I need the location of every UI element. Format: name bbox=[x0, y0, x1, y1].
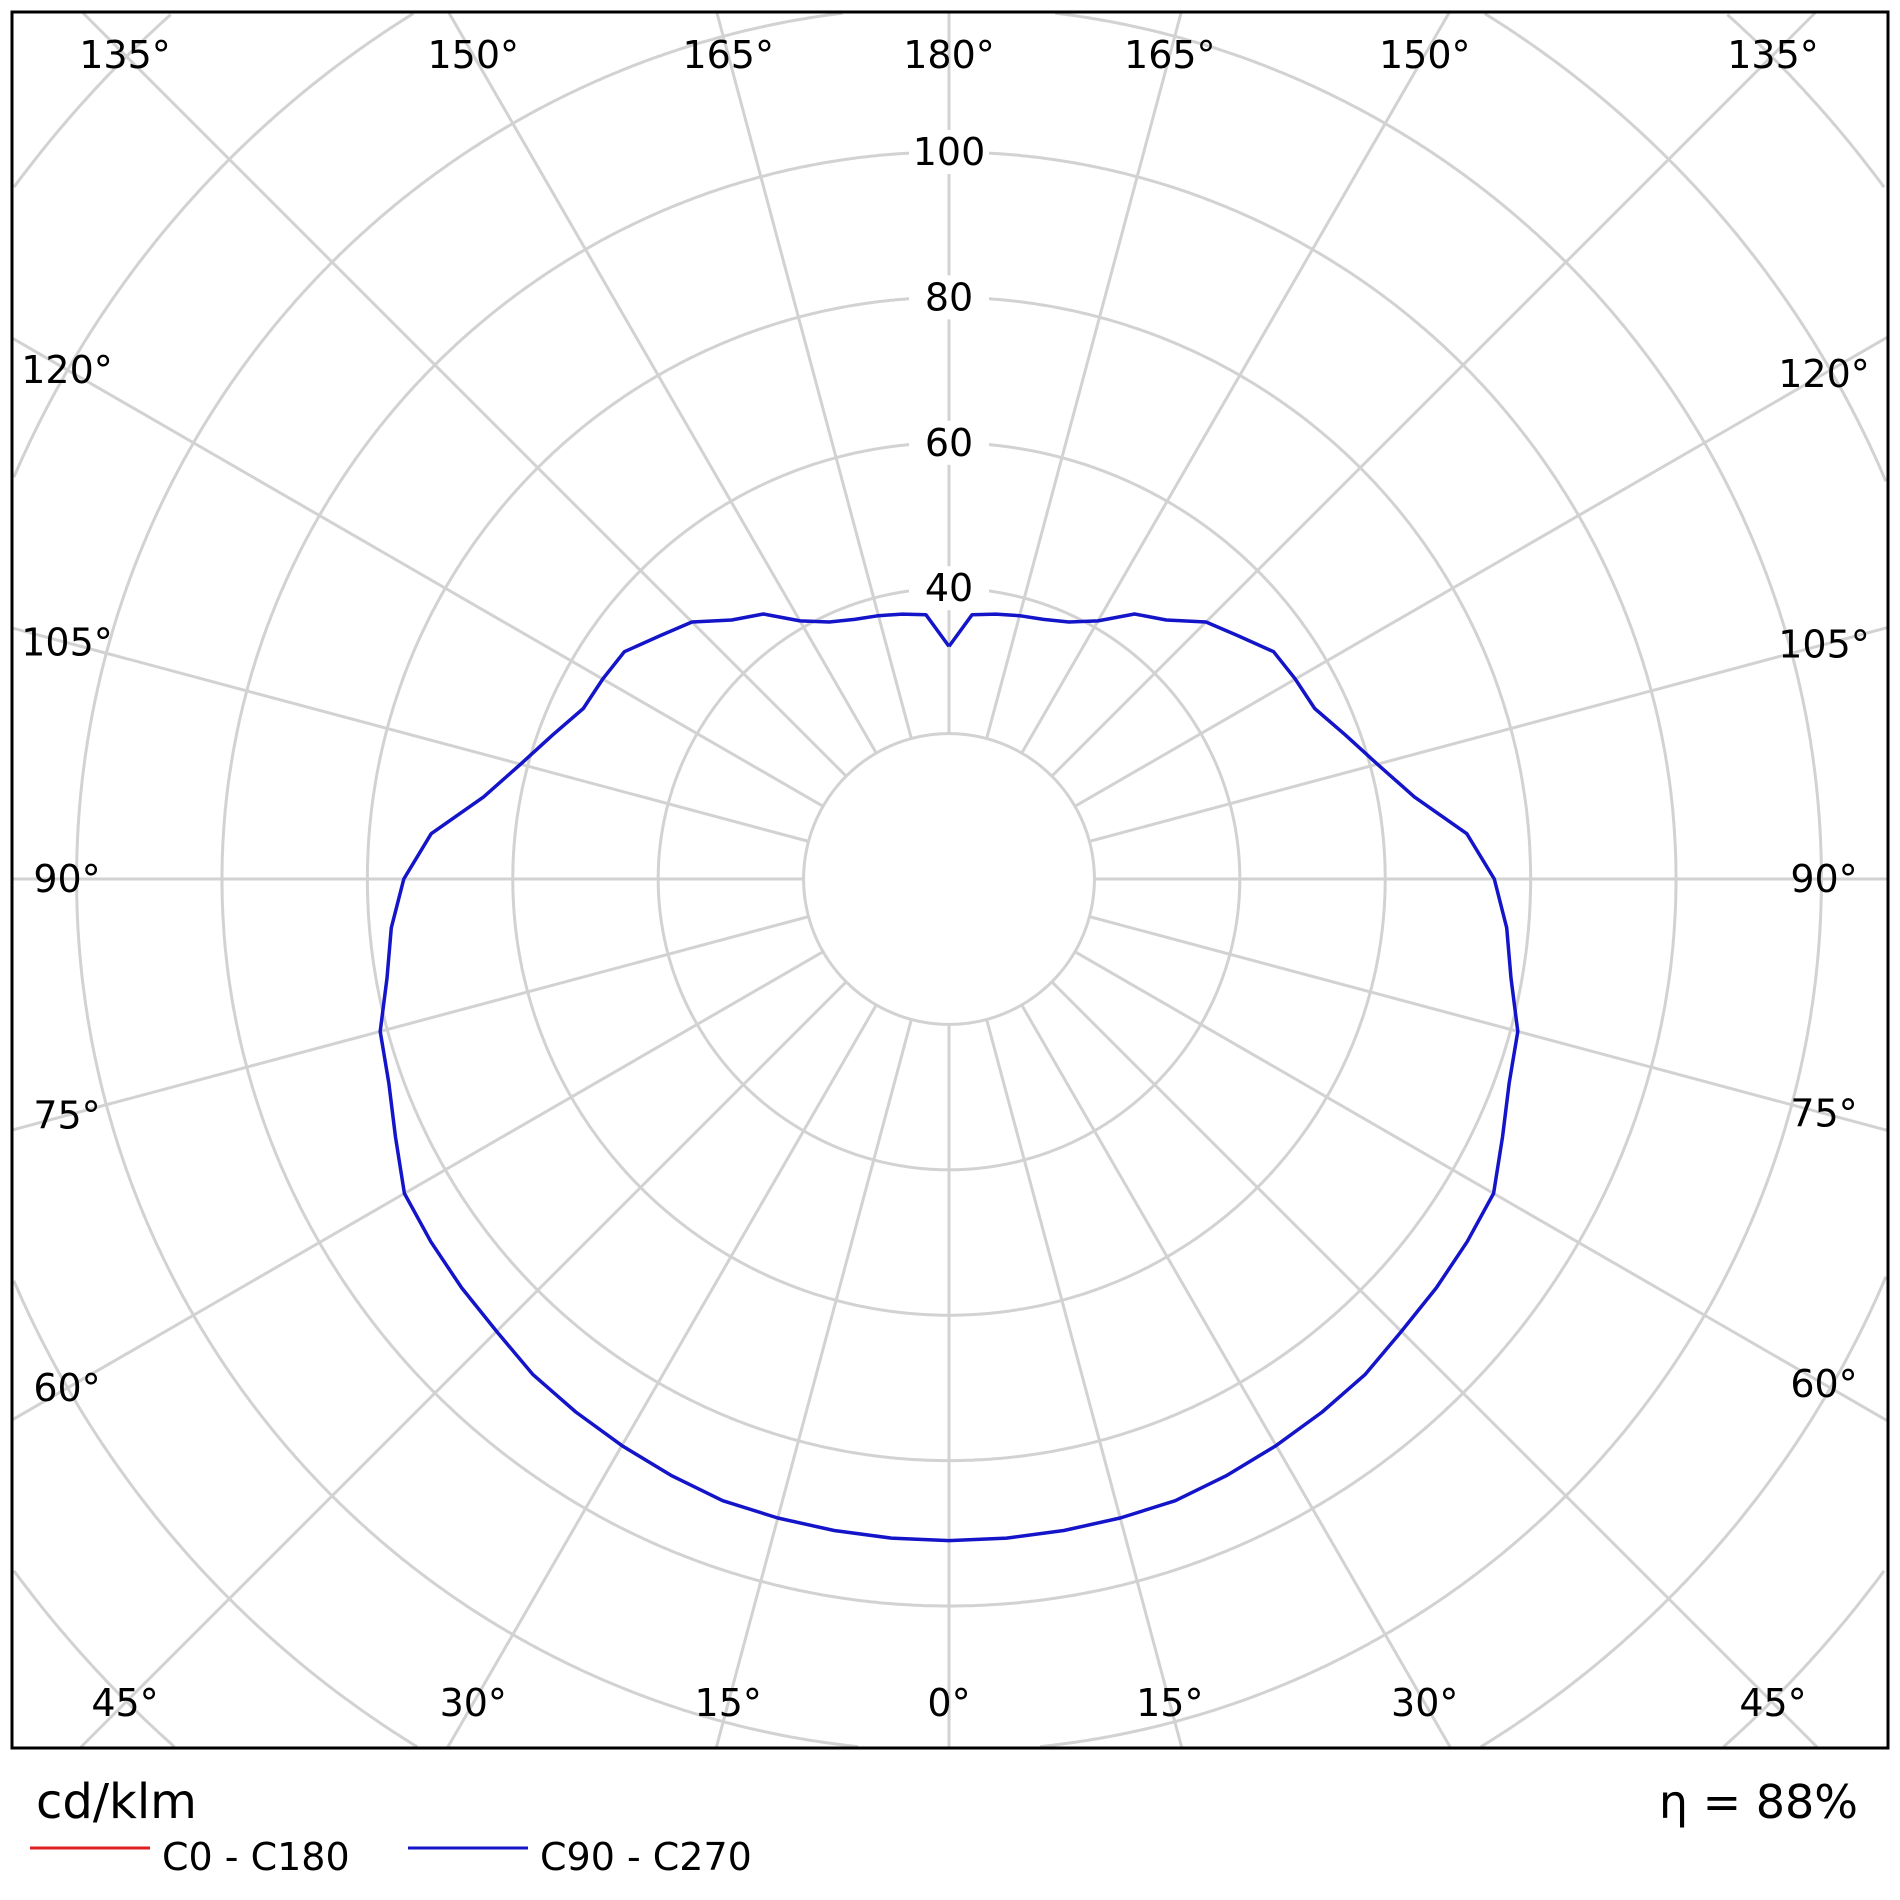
angle-tick-label: 135° bbox=[1727, 33, 1819, 77]
grid-circle bbox=[802, 732, 1096, 1026]
grid-ray bbox=[1020, 1004, 1452, 1748]
angle-tick-label: 15° bbox=[695, 1681, 762, 1725]
grid-ray bbox=[985, 1019, 1184, 1748]
angle-tick-label: 165° bbox=[682, 33, 774, 77]
grid-ray bbox=[1074, 950, 1888, 1422]
series-line-1 bbox=[378, 612, 1520, 1543]
grid-ray bbox=[79, 980, 848, 1749]
grid-ray bbox=[985, 12, 1183, 739]
angle-tick-label: 30° bbox=[440, 1681, 507, 1725]
radial-label-bg bbox=[909, 130, 989, 174]
radial-tick-label: 60 bbox=[925, 421, 973, 465]
grid-circle bbox=[75, 11, 1823, 1749]
angle-tick-label: 0° bbox=[927, 1681, 970, 1725]
grid-ray bbox=[447, 12, 878, 754]
angle-tick-label: 120° bbox=[21, 348, 113, 392]
curves bbox=[378, 612, 1520, 1543]
angle-tick-label: 120° bbox=[1778, 352, 1870, 396]
angle-tick-label: 45° bbox=[1739, 1681, 1806, 1725]
angle-tick-label: 150° bbox=[1379, 33, 1471, 77]
angle-tick-label: 75° bbox=[33, 1093, 100, 1137]
grid-ray bbox=[12, 915, 809, 1132]
radial-tick-label: 80 bbox=[925, 275, 973, 319]
grid-ray bbox=[1020, 12, 1451, 754]
angle-tick-label: 75° bbox=[1790, 1091, 1857, 1135]
grid-ray bbox=[446, 1004, 878, 1748]
plot-frame bbox=[10, 10, 1890, 1750]
grid-ray bbox=[81, 11, 848, 778]
radial-tick-labels: 40 60 80 100 bbox=[909, 130, 989, 611]
angle-tick-label: 60° bbox=[33, 1366, 100, 1410]
angle-tick-label: 150° bbox=[427, 33, 519, 77]
grid-circle bbox=[12, 12, 1888, 1749]
unit-label: cd/klm bbox=[36, 1774, 197, 1830]
grid-ray bbox=[1050, 11, 1817, 778]
grid-ray bbox=[12, 337, 824, 808]
radial-tick-label: 100 bbox=[913, 130, 986, 174]
legend: C0 - C180 C90 - C270 bbox=[30, 1835, 752, 1879]
angle-tick-label: 15° bbox=[1136, 1681, 1203, 1725]
grid-circle bbox=[12, 13, 1886, 1748]
angle-tick-label: 30° bbox=[1391, 1681, 1458, 1725]
grid-ray bbox=[1089, 915, 1888, 1132]
legend-label-c90-c270: C90 - C270 bbox=[540, 1835, 752, 1879]
polar-grid bbox=[12, 11, 1888, 1749]
radial-label-bg bbox=[909, 275, 989, 320]
legend-label-c0-c180: C0 - C180 bbox=[162, 1835, 350, 1879]
angle-tick-label: 60° bbox=[1790, 1362, 1857, 1406]
angle-tick-label: 180° bbox=[903, 33, 995, 77]
angle-tick-label: 105° bbox=[21, 621, 113, 665]
grid-ray bbox=[715, 12, 913, 739]
radial-label-bg bbox=[909, 420, 989, 465]
angle-tick-label: 165° bbox=[1124, 33, 1216, 77]
angle-tick-label: 90° bbox=[1790, 857, 1857, 901]
angle-tick-label: 90° bbox=[33, 857, 100, 901]
grid-ray bbox=[714, 1019, 913, 1748]
grid-ray bbox=[1074, 336, 1888, 808]
grid-ray bbox=[1050, 980, 1819, 1749]
angle-tick-label: 135° bbox=[79, 33, 171, 77]
grid-ray bbox=[1089, 626, 1888, 843]
efficiency-label: η = 88% bbox=[1659, 1775, 1858, 1829]
angle-tick-labels: 0° 15° 15° 30° 30° 45° 45° 60° 60° 75° 75° 90° 90° 10… bbox=[21, 33, 1870, 1725]
radial-label-bg bbox=[909, 566, 989, 611]
grid-ray bbox=[12, 626, 809, 843]
angle-tick-label: 105° bbox=[1778, 623, 1870, 667]
grid-ray bbox=[12, 950, 824, 1421]
radial-tick-label: 40 bbox=[925, 566, 973, 610]
angle-tick-label: 45° bbox=[91, 1681, 158, 1725]
